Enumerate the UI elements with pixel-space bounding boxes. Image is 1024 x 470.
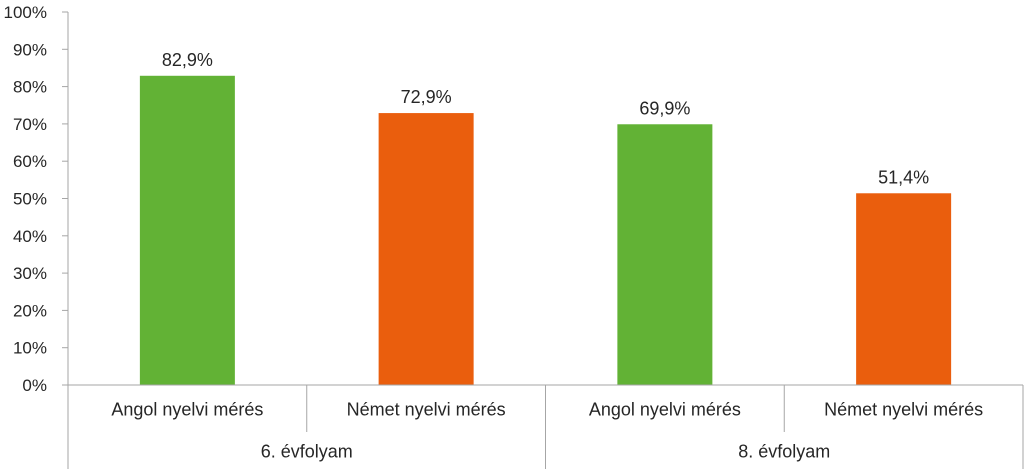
bar (139, 75, 235, 386)
y-tick-label: 40% (13, 227, 47, 246)
group-label: 8. évfolyam (738, 442, 830, 462)
data-label: 69,9% (639, 98, 690, 118)
y-tick-label: 60% (13, 152, 47, 171)
category-label: Német nyelvi mérés (347, 400, 506, 420)
group-label: 6. évfolyam (261, 442, 353, 462)
bars (139, 75, 952, 386)
y-tick-label: 90% (13, 40, 47, 59)
x-axis: Angol nyelvi mérés Német nyelvi mérés Ango… (67, 384, 1024, 469)
data-labels: 82,9% 72,9% 69,9% 51,4% (162, 50, 929, 187)
category-label: Angol nyelvi mérés (111, 400, 263, 420)
category-label: Német nyelvi mérés (824, 400, 983, 420)
y-tick-label: 30% (13, 264, 47, 283)
y-tick-label: 0% (22, 376, 47, 395)
y-axis: 0% 10% 20% 30% 40% 50% 60% 70% 80% 90% 100% (4, 3, 69, 395)
data-label: 82,9% (162, 50, 213, 70)
category-label: Angol nyelvi mérés (589, 400, 741, 420)
y-tick-label: 10% (13, 339, 47, 358)
y-tick-label: 70% (13, 115, 47, 134)
data-label: 72,9% (401, 87, 452, 107)
y-tick-label: 50% (13, 190, 47, 209)
y-tick-label: 100% (4, 3, 47, 22)
bar (856, 193, 952, 385)
bar (378, 113, 474, 385)
y-tick-label: 20% (13, 301, 47, 320)
bar (617, 124, 713, 385)
y-tick-label: 80% (13, 78, 47, 97)
data-label: 51,4% (878, 167, 929, 187)
